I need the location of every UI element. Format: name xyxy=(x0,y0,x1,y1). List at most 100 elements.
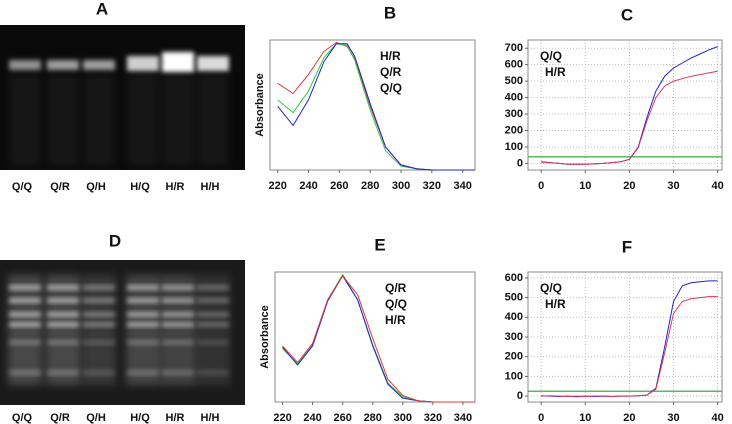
gel-band xyxy=(47,340,79,345)
gel-band xyxy=(83,312,115,317)
gel-band xyxy=(9,322,41,327)
y-tick-label: 500 xyxy=(505,75,523,87)
gel-band xyxy=(197,322,229,327)
lane-label: H/Q xyxy=(130,181,150,193)
plot-frame xyxy=(274,271,476,403)
y-tick-label: 0 xyxy=(517,157,523,169)
panel-label: B xyxy=(384,3,396,22)
data-line xyxy=(277,43,475,171)
gel-band xyxy=(83,60,115,70)
gel-band xyxy=(127,298,159,303)
legend-label: H/R xyxy=(380,49,401,63)
legend-label: H/R xyxy=(385,313,406,327)
y-tick-label: 300 xyxy=(505,108,523,120)
x-tick-label: 30 xyxy=(667,412,679,424)
gel-band xyxy=(83,340,115,345)
y-tick-label: 200 xyxy=(505,124,523,136)
gel-band xyxy=(47,60,79,70)
x-tick-label: 0 xyxy=(538,180,544,192)
gel-band xyxy=(9,370,41,375)
gel-smear xyxy=(46,275,80,385)
y-axis-label: Absorbance xyxy=(259,305,271,369)
gel-band xyxy=(9,60,41,70)
x-tick-label: 240 xyxy=(299,180,317,192)
plot-frame xyxy=(269,39,476,171)
y-tick-label: 500 xyxy=(505,292,523,304)
gel-band xyxy=(162,370,194,375)
gel-band xyxy=(83,298,115,303)
y-tick-label: 100 xyxy=(505,141,523,153)
gel-smear xyxy=(48,75,78,165)
x-tick-label: 300 xyxy=(394,412,412,424)
data-line xyxy=(541,296,718,398)
y-tick-label: 400 xyxy=(505,92,523,104)
legend-label: Q/Q xyxy=(540,281,562,295)
gel-band xyxy=(47,298,79,303)
y-tick-label: 300 xyxy=(505,331,523,343)
y-tick-label: 200 xyxy=(505,351,523,363)
legend-label: Q/Q xyxy=(385,297,407,311)
lane-label: H/R xyxy=(166,412,185,424)
lane-label: H/H xyxy=(201,181,220,193)
lane-label: Q/H xyxy=(86,181,106,193)
legend-label: H/R xyxy=(545,297,566,311)
gel-band xyxy=(162,340,194,345)
lane-label: H/R xyxy=(166,181,185,193)
gel-smear xyxy=(161,275,195,385)
gel-band xyxy=(127,285,159,290)
legend-label: Q/R xyxy=(385,281,407,295)
gel-band xyxy=(162,312,194,317)
x-tick-label: 340 xyxy=(454,412,472,424)
x-tick-label: 20 xyxy=(623,412,635,424)
gel-band xyxy=(162,285,194,290)
y-tick-label: 0 xyxy=(517,390,523,402)
data-line xyxy=(541,70,718,165)
lane-label: Q/R xyxy=(50,412,70,424)
x-tick-label: 280 xyxy=(364,412,382,424)
x-tick-label: 320 xyxy=(424,412,442,424)
gel-band xyxy=(47,312,79,317)
gel-band xyxy=(83,322,115,327)
x-tick-label: 340 xyxy=(453,180,471,192)
gel-band xyxy=(197,312,229,317)
gel-band xyxy=(9,285,41,290)
gel-band xyxy=(47,370,79,375)
lane-label: Q/Q xyxy=(12,181,33,193)
legend-label: Q/R xyxy=(380,65,402,79)
gel-band xyxy=(83,370,115,375)
gel-band xyxy=(127,56,159,71)
gel-band xyxy=(47,285,79,290)
lane-label: H/H xyxy=(201,412,220,424)
plot-frame xyxy=(527,39,723,171)
lane-label: Q/H xyxy=(86,412,106,424)
x-tick-label: 10 xyxy=(579,180,591,192)
gel-smear xyxy=(84,75,114,165)
gel-band xyxy=(9,312,41,317)
lane-label: Q/Q xyxy=(12,412,33,424)
gel-smear xyxy=(196,275,230,385)
gel-smear xyxy=(10,75,40,165)
gel-band xyxy=(162,322,194,327)
y-tick-label: 700 xyxy=(505,42,523,54)
gel-band xyxy=(127,322,159,327)
gel-smear xyxy=(82,275,116,385)
lane-label: Q/R xyxy=(50,181,70,193)
x-tick-label: 40 xyxy=(711,412,723,424)
legend-label: Q/Q xyxy=(540,49,562,63)
panel-label: E xyxy=(374,235,385,254)
y-tick-label: 400 xyxy=(505,311,523,323)
x-tick-label: 30 xyxy=(667,180,679,192)
gel-band xyxy=(9,340,41,345)
x-tick-label: 220 xyxy=(273,412,291,424)
x-tick-label: 10 xyxy=(579,412,591,424)
gel-band xyxy=(197,340,229,345)
gel-band xyxy=(197,285,229,290)
data-line xyxy=(282,274,475,403)
gel-smear xyxy=(126,275,160,385)
gel-band xyxy=(197,56,229,71)
gel-band xyxy=(9,298,41,303)
y-tick-label: 600 xyxy=(505,272,523,284)
gel-band xyxy=(162,52,194,72)
gel-band xyxy=(127,370,159,375)
